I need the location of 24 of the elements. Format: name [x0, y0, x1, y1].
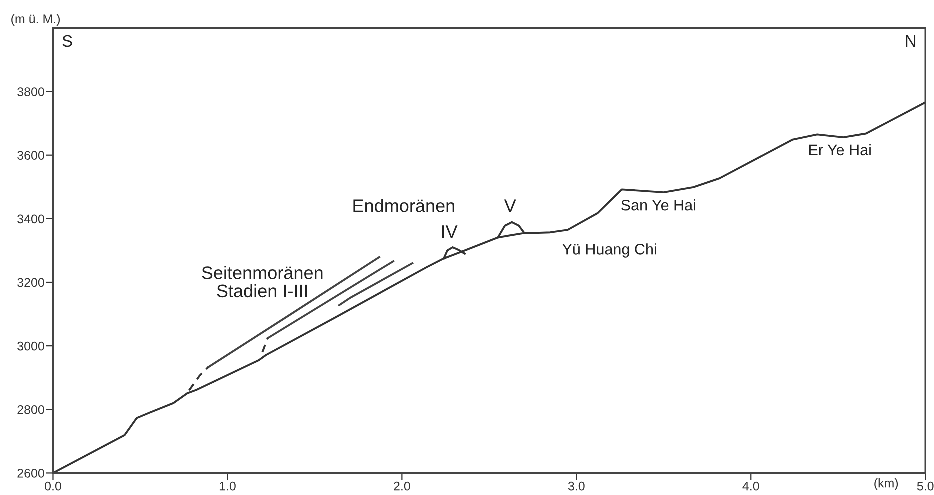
- annotation: Endmoränen: [354, 199, 454, 212]
- y-tick-label: 3800: [18, 88, 44, 96]
- x-tick-label: 0.0: [45, 482, 62, 491]
- annotation: Yü Huang Chi: [562, 244, 656, 258]
- annotation: San Ye Hai: [622, 200, 696, 211]
- y-axis-title: (m ü. M.): [12, 14, 60, 26]
- y-tick-label: 3200: [18, 278, 44, 288]
- y-tick-label: 3000: [18, 342, 44, 351]
- annotation: Er Ye Hai: [810, 144, 871, 156]
- x-tick-label: 1.0: [220, 482, 236, 491]
- x-tick-label: 4.0: [742, 482, 760, 491]
- annotation: V: [504, 200, 516, 212]
- annotation: IV: [442, 226, 458, 238]
- annotation: N: [906, 36, 916, 47]
- annotation: Seitenmoränen Stadien I-III: [202, 266, 323, 298]
- annotation: S: [62, 35, 72, 48]
- x-tick-label: 5.0: [917, 482, 934, 491]
- x-tick-label: 3.0: [568, 482, 585, 491]
- y-tick-label: 3400: [18, 214, 44, 224]
- y-tick-label: 2800: [18, 405, 44, 414]
- x-tick-label: 2.0: [394, 482, 410, 491]
- x-axis-title: (km): [874, 478, 898, 490]
- y-tick-label: 2600: [18, 469, 44, 478]
- y-tick-label: 3600: [18, 151, 44, 160]
